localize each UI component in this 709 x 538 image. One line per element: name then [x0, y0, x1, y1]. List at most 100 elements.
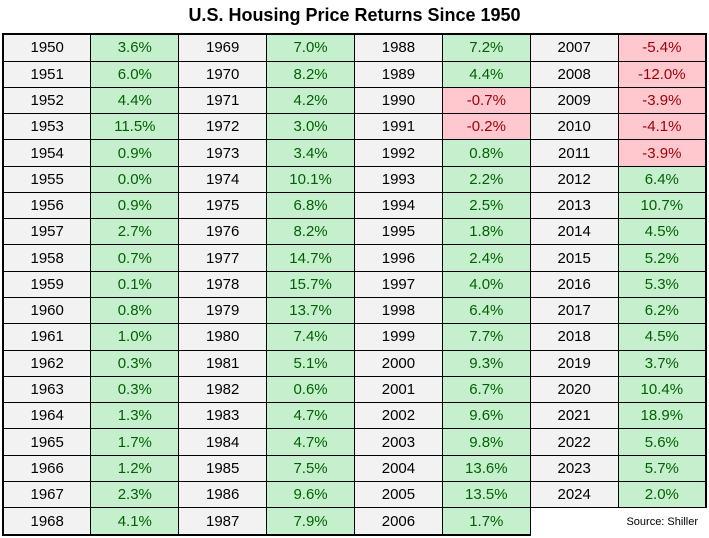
- return-cell: 5.1%: [266, 349, 355, 377]
- table-row: 1953 11.5% 1972 3.0% 1991 -0.2% 2010 -4.1%: [2, 113, 707, 141]
- year-cell: 2023: [529, 454, 619, 483]
- return-cell: 1.3%: [90, 402, 180, 430]
- year-cell: 1996: [354, 244, 443, 272]
- year-cell: 1993: [354, 165, 443, 193]
- year-cell: 1992: [354, 139, 443, 167]
- return-cell: 7.0%: [266, 32, 355, 62]
- return-cell: 1.7%: [90, 428, 180, 456]
- year-cell: 1954: [2, 139, 92, 167]
- return-cell: 2.4%: [441, 244, 531, 272]
- return-cell: 3.0%: [266, 113, 355, 141]
- year-cell: 1985: [178, 454, 268, 483]
- return-cell: -12.0%: [617, 60, 707, 88]
- return-cell: 4.1%: [90, 507, 180, 537]
- return-cell: 5.2%: [617, 244, 707, 272]
- return-cell: 0.6%: [266, 375, 355, 404]
- return-cell: 0.9%: [90, 191, 180, 220]
- year-cell: 1953: [2, 113, 92, 141]
- return-cell: 3.4%: [266, 139, 355, 167]
- year-cell: 1971: [178, 86, 268, 115]
- return-cell: 2.0%: [617, 481, 707, 509]
- source-note: Source: Shiller: [530, 507, 706, 535]
- year-cell: 1978: [178, 270, 268, 299]
- table-row: 1951 6.0% 1970 8.2% 1989 4.4% 2008 -12.0%: [2, 60, 707, 88]
- return-cell: -4.1%: [617, 113, 707, 141]
- year-cell: 1977: [178, 244, 268, 272]
- year-cell: 1963: [2, 375, 92, 404]
- table-row: 1964 1.3% 1983 4.7% 2002 9.6% 2021 18.9%: [2, 402, 707, 430]
- return-cell: 10.1%: [266, 165, 355, 193]
- year-cell: 1958: [2, 244, 92, 272]
- table-row: 1962 0.3% 1981 5.1% 2000 9.3% 2019 3.7%: [2, 349, 707, 377]
- return-cell: 6.4%: [441, 297, 531, 325]
- return-cell: 13.5%: [441, 481, 531, 509]
- return-cell: 4.4%: [441, 60, 531, 88]
- year-cell: 1973: [178, 139, 268, 167]
- year-cell: 1983: [178, 402, 268, 430]
- table-row: 1965 1.7% 1984 4.7% 2003 9.8% 2022 5.6%: [2, 428, 707, 456]
- return-cell: 0.8%: [441, 139, 531, 167]
- return-cell: 0.8%: [90, 297, 180, 325]
- year-cell: 2013: [529, 191, 619, 220]
- return-cell: 4.7%: [266, 428, 355, 456]
- year-cell: 2015: [529, 244, 619, 272]
- year-cell: 2017: [529, 297, 619, 325]
- year-cell: 1988: [354, 32, 443, 62]
- return-cell: 4.5%: [617, 218, 707, 246]
- year-cell: 1991: [354, 113, 443, 141]
- year-cell: 2002: [354, 402, 443, 430]
- return-cell: 14.7%: [266, 244, 355, 272]
- year-cell: 2008: [529, 60, 619, 88]
- year-cell: 2019: [529, 349, 619, 377]
- year-cell: 2000: [354, 349, 443, 377]
- year-cell: 1981: [178, 349, 268, 377]
- return-cell: 9.6%: [441, 402, 531, 430]
- year-cell: 2024: [529, 481, 619, 509]
- year-cell: 1975: [178, 191, 268, 220]
- year-cell: 2001: [354, 375, 443, 404]
- table-row: 1966 1.2% 1985 7.5% 2004 13.6% 2023 5.7%: [2, 454, 707, 483]
- return-cell: 1.2%: [90, 454, 180, 483]
- year-cell: 1955: [2, 165, 92, 193]
- return-cell: 0.9%: [90, 139, 180, 167]
- table-row: 1957 2.7% 1976 8.2% 1995 1.8% 2014 4.5%: [2, 218, 707, 246]
- year-cell: 1950: [2, 32, 92, 62]
- return-cell: 7.7%: [441, 323, 531, 351]
- table-row: 1956 0.9% 1975 6.8% 1994 2.5% 2013 10.7%: [2, 191, 707, 220]
- year-cell: 2004: [354, 454, 443, 483]
- year-cell: 1968: [2, 507, 92, 537]
- return-cell: -3.9%: [617, 139, 707, 167]
- table-row: 1959 0.1% 1978 15.7% 1997 4.0% 2016 5.3%: [2, 270, 707, 299]
- year-cell: 1967: [2, 481, 92, 509]
- return-cell: 10.4%: [617, 375, 707, 404]
- year-cell: 1994: [354, 191, 443, 220]
- table-row: 1952 4.4% 1971 4.2% 1990 -0.7% 2009 -3.9%: [2, 86, 707, 115]
- year-cell: 1960: [2, 297, 92, 325]
- return-cell: 7.5%: [266, 454, 355, 483]
- table-row: 1955 0.0% 1974 10.1% 1993 2.2% 2012 6.4%: [2, 165, 707, 193]
- return-cell: 7.2%: [441, 32, 531, 62]
- return-cell: 11.5%: [90, 113, 180, 141]
- table-row: 1967 2.3% 1986 9.6% 2005 13.5% 2024 2.0%: [2, 481, 707, 509]
- return-cell: 6.7%: [441, 375, 531, 404]
- return-cell: 5.7%: [617, 454, 707, 483]
- year-cell: 2007: [529, 32, 619, 62]
- year-cell: 2014: [529, 218, 619, 246]
- return-cell: 3.6%: [90, 32, 180, 62]
- year-cell: 2021: [529, 402, 619, 430]
- year-cell: 2020: [529, 375, 619, 404]
- return-cell: 13.7%: [266, 297, 355, 325]
- return-cell: 5.6%: [617, 428, 707, 456]
- return-cell: 18.9%: [617, 402, 707, 430]
- return-cell: 2.5%: [441, 191, 531, 220]
- return-cell: 6.4%: [617, 165, 707, 193]
- year-cell: 1965: [2, 428, 92, 456]
- year-cell: 1984: [178, 428, 268, 456]
- return-cell: -3.9%: [617, 86, 707, 115]
- year-cell: 1957: [2, 218, 92, 246]
- year-cell: 1986: [178, 481, 268, 509]
- return-cell: 8.2%: [266, 60, 355, 88]
- year-cell: 1956: [2, 191, 92, 220]
- year-cell: 1952: [2, 86, 92, 115]
- year-cell: 2011: [529, 139, 619, 167]
